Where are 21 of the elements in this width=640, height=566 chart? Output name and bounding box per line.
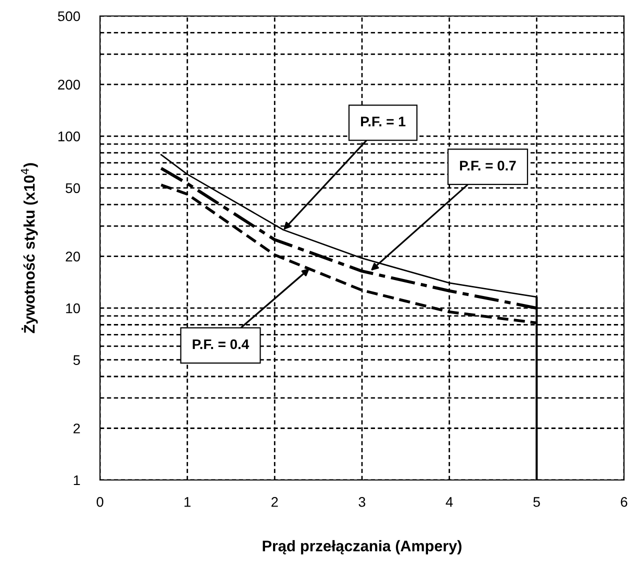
y-tick-label: 10 — [66, 303, 80, 314]
x-tick-label: 0 — [96, 497, 104, 507]
y-tick-label: 1 — [74, 475, 80, 486]
x-tick-label: 5 — [533, 497, 540, 507]
y-tick-label: 50 — [66, 183, 80, 194]
y-tick-label: 5 — [73, 355, 80, 366]
y-tick-label: 20 — [66, 252, 80, 262]
x-tick-label: 3 — [358, 497, 366, 507]
x-tick-label: 2 — [272, 497, 278, 507]
x-tick-label: 6 — [620, 497, 628, 507]
y-axis-title: Żywotność styku (x10$^{4}$) — [20, 163, 38, 334]
y-tick-label: 100 — [58, 132, 80, 142]
x-tick-label: 4 — [446, 497, 453, 507]
annotation: P.F. = 0.7 — [460, 160, 516, 171]
annotation: P.F. = 0.4 — [192, 339, 250, 350]
y-tick-label: 2 — [74, 424, 80, 434]
annotation: P.F. = 1 — [361, 116, 406, 126]
x-axis-title: Prąd przełączania (Ampery) — [262, 540, 462, 554]
x-tick-label: 1 — [184, 497, 191, 507]
y-tick-label: 200 — [58, 80, 80, 90]
y-tick-label: 500 — [58, 11, 80, 22]
